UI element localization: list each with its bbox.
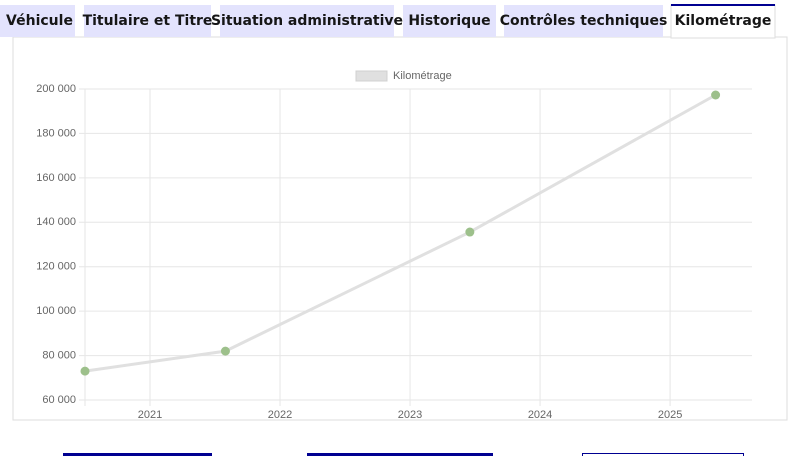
button[interactable] <box>582 453 744 456</box>
tab[interactable] <box>220 5 394 37</box>
point <box>80 366 90 376</box>
y-tick-label: 100 000 <box>36 305 76 317</box>
legend-label: Kilométrage <box>393 70 452 82</box>
point <box>711 90 721 100</box>
y-tick-label: 140 000 <box>36 216 76 228</box>
x-tick-label: 2025 <box>658 409 682 421</box>
tab[interactable] <box>504 5 663 37</box>
x-tick-label: 2023 <box>398 409 422 421</box>
y-tick-label: 160 000 <box>36 172 76 184</box>
point <box>465 227 475 237</box>
x-tick-label: 2024 <box>528 409 552 421</box>
tab-label[interactable]: Véhicule <box>6 13 73 29</box>
tab[interactable] <box>0 5 75 37</box>
x-tick-label: 2021 <box>138 409 162 421</box>
tab-panel <box>12 36 788 421</box>
y-tick-label: 200 000 <box>36 83 76 95</box>
tab-label[interactable]: Kilométrage <box>675 13 772 29</box>
x-tick-label: 2022 <box>268 409 292 421</box>
y-tick-label: 80 000 <box>42 349 76 361</box>
line <box>84 93 717 373</box>
tab-label[interactable]: Contrôles techniques <box>500 13 668 29</box>
tab[interactable] <box>84 5 211 37</box>
tab[interactable] <box>403 5 496 37</box>
point <box>220 346 230 356</box>
tab-active-bar <box>671 4 775 6</box>
legend-swatch <box>355 70 388 82</box>
y-tick-label: 180 000 <box>36 127 76 139</box>
tab-label[interactable]: Titulaire et Titre <box>83 13 213 29</box>
button[interactable] <box>307 453 493 456</box>
button[interactable] <box>63 453 212 456</box>
y-tick-label: 120 000 <box>36 261 76 273</box>
tab-label[interactable]: Situation administrative <box>211 13 403 29</box>
tab-label[interactable]: Historique <box>408 13 490 29</box>
y-tick-label: 60 000 <box>42 394 76 406</box>
